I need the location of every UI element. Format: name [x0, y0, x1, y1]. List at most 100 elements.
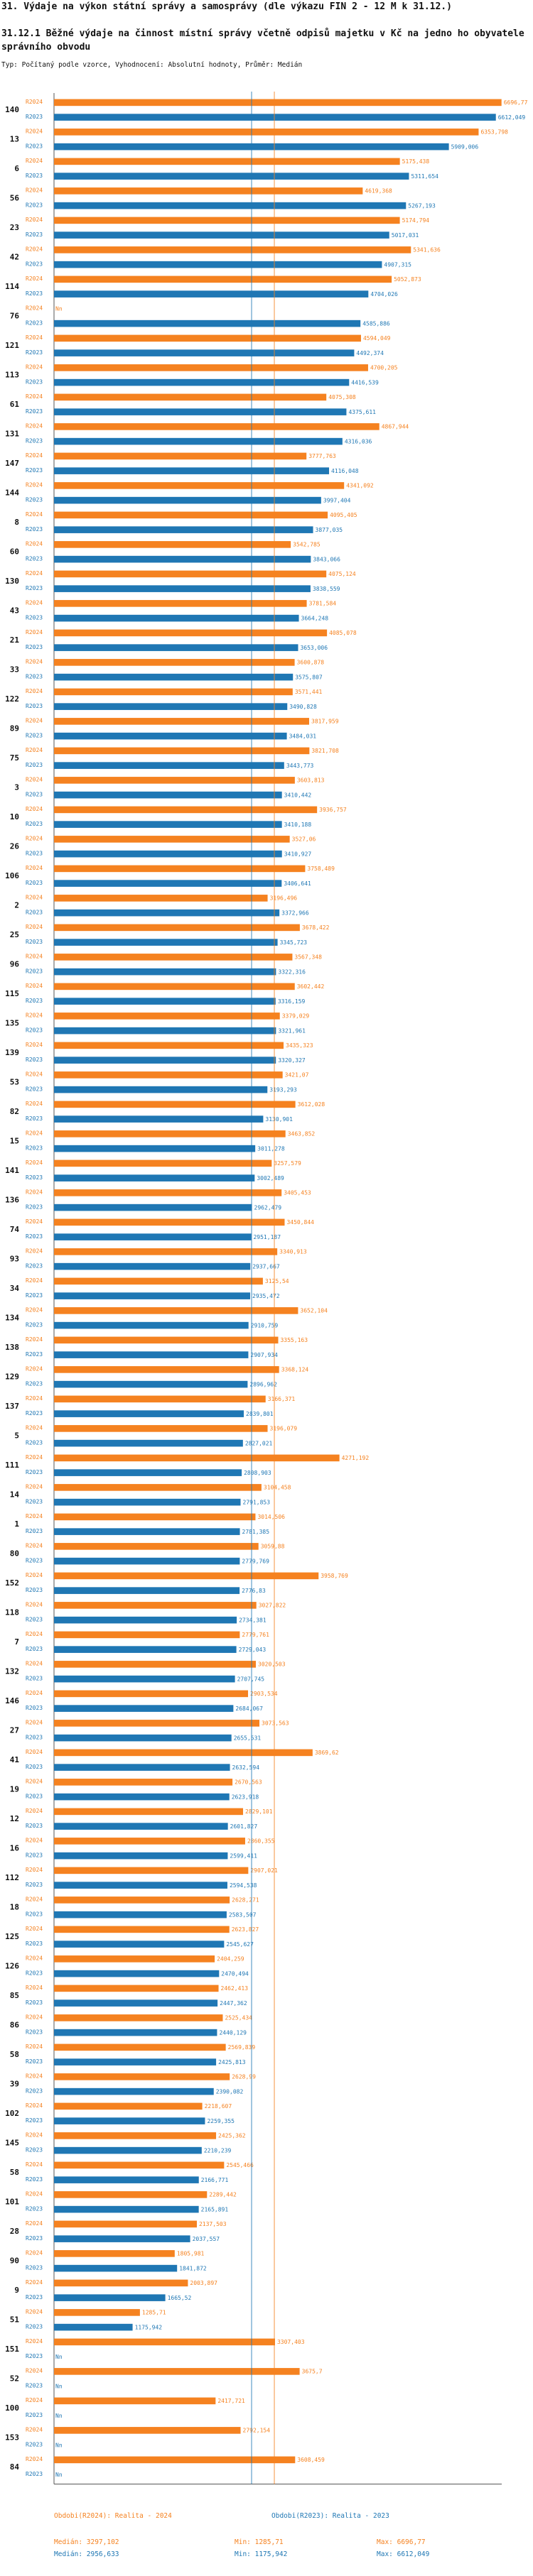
r2024-bar	[54, 2250, 175, 2257]
r2024-value-label: 6353,798	[480, 129, 508, 136]
r2024-bar	[54, 1779, 233, 1786]
r2023-bar	[54, 1145, 256, 1152]
r2024-value-label: 2829,101	[245, 1808, 273, 1815]
r2024-value-label: 3450,844	[286, 1219, 314, 1226]
r2023-value-label: Nn	[55, 2442, 63, 2448]
r2023-value-label: 3877,035	[316, 527, 343, 533]
r2023-value-label: 6612,049	[498, 114, 526, 121]
category-label: 111	[5, 1461, 19, 1470]
r2023-bar	[54, 1557, 240, 1565]
series-label-r2023: R2023	[26, 2205, 43, 2212]
r2023-bar	[54, 2235, 190, 2242]
r2024-bar	[54, 2191, 208, 2198]
r2024-bar	[54, 983, 295, 990]
r2024-bar	[54, 452, 307, 460]
category-label: 26	[10, 841, 20, 851]
series-label-r2024: R2024	[26, 1572, 43, 1578]
chart-meta: Typ: Počítaný podle vzorce, Vyhodnocení:…	[1, 61, 303, 69]
category-label: 61	[10, 400, 20, 409]
r2024-bar	[54, 2220, 197, 2228]
r2023-value-label: 4316,036	[345, 438, 372, 444]
r2024-bar	[54, 600, 307, 607]
r2023-value-label: 5017,031	[392, 232, 419, 239]
series-label-r2024: R2024	[26, 1277, 43, 1284]
r2023-bar	[54, 909, 280, 917]
category-label: 42	[10, 252, 19, 261]
r2024-value-label: 3405,453	[284, 1190, 311, 1196]
r2023-value-label: 5267,193	[408, 202, 436, 209]
r2023-bar	[54, 880, 282, 887]
series-label-r2023: R2023	[26, 614, 43, 621]
r2024-value-label: 3125,54	[265, 1278, 289, 1284]
series-label-r2023: R2023	[26, 2029, 43, 2035]
series-label-r2023: R2023	[26, 732, 43, 738]
r2024-value-label: 3435,323	[286, 1042, 313, 1049]
series-label-r2023: R2023	[26, 555, 43, 562]
series-label-r2024: R2024	[26, 99, 43, 105]
r2024-bar	[54, 1631, 240, 1639]
series-label-r2023: R2023	[26, 1233, 43, 1240]
series-label-r2024: R2024	[26, 2279, 43, 2286]
category-label: 131	[5, 429, 19, 438]
r2023-value-label: 2594,538	[230, 1882, 257, 1889]
r2024-value-label: 2289,442	[209, 2192, 237, 2198]
r2024-value-label: 2903,534	[250, 1691, 278, 1697]
r2024-bar	[54, 747, 310, 755]
r2024-value-label: 2569,839	[228, 2044, 256, 2051]
r2023-value-label: Nn	[55, 2413, 63, 2419]
r2023-value-label: 2791,853	[243, 1499, 271, 1505]
r2024-bar	[54, 158, 400, 165]
r2023-bar	[54, 1764, 230, 1771]
r2024-bar	[54, 541, 291, 548]
category-label: 126	[5, 1961, 19, 1970]
category-label: 96	[10, 959, 20, 968]
r2024-bar	[54, 1484, 262, 1491]
r2024-bar	[54, 2338, 275, 2346]
r2023-value-label: 3484,031	[289, 733, 317, 739]
r2023-bar	[54, 1086, 268, 1093]
series-label-r2023: R2023	[26, 437, 43, 444]
series-label-r2023: R2023	[26, 703, 43, 709]
r2023-value-label: 3410,927	[284, 851, 312, 857]
r2024-bar	[54, 1071, 283, 1079]
category-label: 13	[10, 134, 19, 143]
r2023-bar	[54, 349, 355, 356]
r2023-value-label: 1175,942	[135, 2324, 163, 2330]
category-label: 39	[10, 2079, 19, 2088]
r2024-value-label: 3781,584	[309, 601, 337, 607]
series-label-r2024: R2024	[26, 659, 43, 665]
series-label-r2023: R2023	[26, 173, 43, 179]
r2023-bar	[54, 2146, 202, 2154]
r2023-value-label: 2599,411	[230, 1852, 257, 1859]
r2023-value-label: 1665,52	[168, 2295, 192, 2301]
series-label-r2024: R2024	[26, 2220, 43, 2227]
r2024-value-label: 3603,813	[297, 777, 325, 784]
r2024-bar	[54, 688, 293, 696]
r2023-bar	[54, 2117, 205, 2124]
category-label: 53	[10, 1077, 19, 1086]
r2023-bar	[54, 1999, 218, 2007]
series-label-r2024: R2024	[26, 1955, 43, 1962]
r2024-bar	[54, 718, 310, 725]
r2024-value-label: 4867,944	[382, 424, 409, 430]
series-label-r2024: R2024	[26, 718, 43, 724]
r2024-bar	[54, 2161, 225, 2169]
r2023-value-label: Nn	[55, 2354, 63, 2360]
series-label-r2024: R2024	[26, 1484, 43, 1490]
category-label: 106	[5, 871, 19, 880]
r2023-value-label: 2210,239	[204, 2147, 232, 2154]
series-label-r2023: R2023	[26, 1675, 43, 1681]
series-label-r2024: R2024	[26, 1307, 43, 1314]
r2024-value-label: 3166,371	[268, 1396, 296, 1402]
r2024-bar	[54, 1189, 282, 1196]
r2023-bar	[54, 555, 311, 563]
r2024-bar	[54, 954, 293, 961]
series-label-r2024: R2024	[26, 2014, 43, 2021]
r2023-value-label: 4907,315	[384, 261, 411, 268]
r2024-value-label: 3527,06	[292, 836, 316, 843]
r2023-bar	[54, 1734, 232, 1742]
r2024-value-label: 2137,503	[199, 2221, 227, 2227]
r2024-value-label: 3059,88	[261, 1544, 285, 1550]
series-label-r2023: R2023	[26, 1793, 43, 1799]
r2023-value-label: 4704,026	[370, 291, 398, 298]
